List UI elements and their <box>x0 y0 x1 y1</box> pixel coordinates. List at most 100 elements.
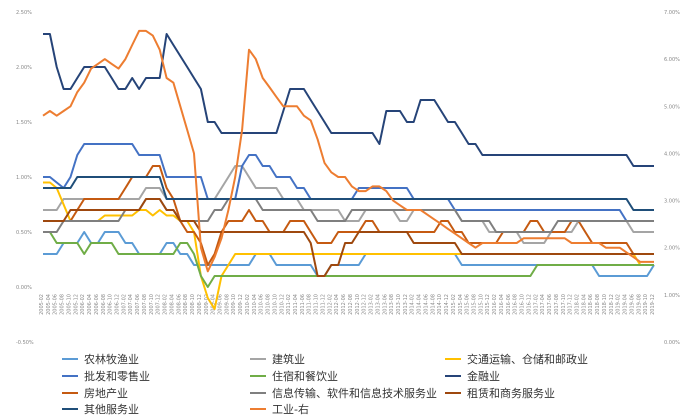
x-tick-label: 2014-12 <box>444 294 450 315</box>
left-tick-label: 0.50% <box>16 230 32 236</box>
x-tick-label: 2014-02 <box>410 294 416 315</box>
x-tick-label: 2008-10 <box>190 294 196 315</box>
x-tick-label: 2012-10 <box>355 294 361 315</box>
x-tick-label: 2019-06 <box>629 294 635 315</box>
x-tick-label: 2015-06 <box>465 294 471 315</box>
x-tick-label: 2014-08 <box>430 294 436 315</box>
x-tick-label: 2007-04 <box>128 294 134 315</box>
x-tick-label: 2009-12 <box>238 294 244 315</box>
x-tick-label: 2006-02 <box>80 294 86 315</box>
x-tick-label: 2013-04 <box>375 294 381 315</box>
x-tick-label: 2011-12 <box>320 294 326 315</box>
x-tick-label: 2012-06 <box>341 294 347 315</box>
x-tick-label: 2019-04 <box>623 294 629 315</box>
x-tick-label: 2010-06 <box>259 294 265 315</box>
left-axis: 2.50% 2.00% 1.50% 1.00% 0.50% 0.00% -0.50% <box>16 10 34 346</box>
x-tick-label: 2008-08 <box>183 294 189 315</box>
x-tick-label: 2014-06 <box>423 294 429 315</box>
x-tick-label: 2011-04 <box>293 294 299 315</box>
x-tick-label: 2017-12 <box>568 294 574 315</box>
x-tick-label: 2014-04 <box>417 294 423 315</box>
right-tick-label: 4.00% <box>664 151 680 157</box>
legend-label: 其他服务业 <box>84 403 139 416</box>
legend-label: 租赁和商务服务业 <box>467 386 555 400</box>
x-tick-label: 2007-12 <box>156 294 162 315</box>
x-tick-label: 2009-06 <box>217 294 223 315</box>
x-tick-label: 2006-12 <box>115 294 121 315</box>
x-tick-label: 2007-10 <box>149 294 155 315</box>
x-tick-label: 2016-06 <box>506 294 512 315</box>
left-tick-label: 2.50% <box>16 10 32 16</box>
legend-label: 农林牧渔业 <box>84 352 139 366</box>
left-tick-label: -0.50% <box>16 340 34 346</box>
x-tick-label: 2019-10 <box>643 294 649 315</box>
right-tick-label: 5.00% <box>664 104 680 110</box>
x-tick-label: 2010-02 <box>245 294 251 315</box>
x-tick-label: 2013-08 <box>389 294 395 315</box>
x-tick-label: 2016-04 <box>499 294 505 315</box>
left-tick-label: 1.50% <box>16 120 32 126</box>
x-tick-label: 2008-06 <box>176 294 182 315</box>
series-line <box>43 176 654 211</box>
x-tick-label: 2011-02 <box>286 294 292 315</box>
x-tick-label: 2018-06 <box>588 294 594 315</box>
x-tick-label: 2007-06 <box>135 294 141 315</box>
x-tick-label: 2016-12 <box>526 294 532 315</box>
left-tick-label: 2.00% <box>16 65 32 71</box>
right-tick-label: 6.00% <box>664 57 680 63</box>
x-tick-label: 2013-02 <box>369 294 375 315</box>
x-tick-label: 2015-10 <box>478 294 484 315</box>
x-tick-label: 2016-10 <box>520 294 526 315</box>
legend-label: 金融业 <box>467 369 500 383</box>
x-tick-label: 2013-10 <box>396 294 402 315</box>
x-tick-label: 2008-04 <box>169 294 175 315</box>
series-line <box>43 198 654 277</box>
x-tick-label: 2015-02 <box>451 294 457 315</box>
x-tick-label: 2019-02 <box>616 294 622 315</box>
x-tick-label: 2009-10 <box>231 294 237 315</box>
x-tick-label: 2006-10 <box>108 294 114 315</box>
x-tick-label: 2017-04 <box>540 294 546 315</box>
x-tick-label: 2009-02 <box>204 294 210 315</box>
x-tick-label: 2012-04 <box>334 294 340 315</box>
series-line <box>43 198 654 233</box>
x-tick-label: 2005-04 <box>46 294 52 315</box>
series-lines <box>42 29 655 310</box>
x-tick-label: 2012-02 <box>327 294 333 315</box>
x-tick-label: 2008-12 <box>197 294 203 315</box>
right-tick-label: 1.00% <box>664 293 680 299</box>
x-tick-label: 2019-12 <box>650 294 656 315</box>
x-tick-label: 2017-08 <box>554 294 560 315</box>
x-tick-label: 2013-12 <box>403 294 409 315</box>
right-axis: 7.00% 6.00% 5.00% 4.00% 3.00% 2.00% 1.00% 0.00% <box>664 10 680 346</box>
x-tick-label: 2008-02 <box>163 294 169 315</box>
x-tick-label: 2005-02 <box>39 294 45 315</box>
x-tick-label: 2012-12 <box>362 294 368 315</box>
x-tick-label: 2010-10 <box>272 294 278 315</box>
x-tick-label: 2011-06 <box>300 294 306 315</box>
x-tick-label: 2005-12 <box>73 294 79 315</box>
right-tick-label: 3.00% <box>664 199 680 205</box>
x-tick-label: 2015-04 <box>458 294 464 315</box>
legend-label: 房地产业 <box>84 386 128 400</box>
x-tick-label: 2007-02 <box>121 294 127 315</box>
legend-label: 交通运输、仓储和邮政业 <box>467 352 588 366</box>
x-tick-label: 2017-06 <box>547 294 553 315</box>
x-tick-label: 2016-02 <box>492 294 498 315</box>
x-tick-label: 2009-04 <box>211 294 217 315</box>
left-tick-label: 0.00% <box>16 285 32 291</box>
x-tick-label: 2017-10 <box>561 294 567 315</box>
x-tick-label: 2015-08 <box>472 294 478 315</box>
x-axis: 2005-02 2005-04 2005-06 2005-08 2005-10 2005-… <box>39 294 656 315</box>
legend-label: 批发和零售业 <box>84 369 150 383</box>
left-tick-label: 1.00% <box>16 175 32 181</box>
x-tick-label: 2012-08 <box>348 294 354 315</box>
right-tick-label: 2.00% <box>664 246 680 252</box>
x-tick-label: 2006-08 <box>101 294 107 315</box>
x-tick-label: 2011-10 <box>314 294 320 315</box>
x-tick-label: 2016-08 <box>513 294 519 315</box>
x-tick-label: 2010-08 <box>266 294 272 315</box>
